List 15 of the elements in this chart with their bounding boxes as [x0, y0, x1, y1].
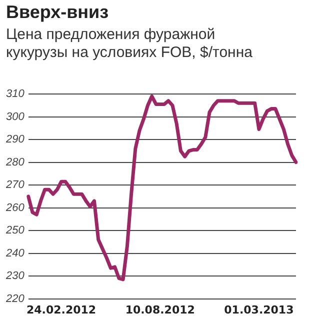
chart-subtitle: Цена предложения фуражной кукурузы на условиях FOB, $/тонна — [6, 26, 254, 62]
y-tick-label: 240 — [4, 247, 26, 260]
y-tick-label: 300 — [6, 110, 26, 123]
chart-title: Вверх-вниз — [6, 2, 109, 23]
y-tick-label: 280 — [4, 156, 26, 168]
x-tick-label: 01.03.2013 — [224, 303, 294, 316]
y-tick-label: 250 — [4, 224, 26, 237]
y-tick-label: 270 — [4, 179, 26, 192]
x-tick-label: 10.08.2012 — [125, 303, 195, 316]
y-tick-label: 260 — [4, 202, 26, 214]
y-tick-label: 290 — [4, 134, 26, 146]
y-tick-label: 220 — [4, 292, 26, 305]
y-tick-label: 230 — [4, 270, 26, 282]
x-tick-label: 24.02.2012 — [26, 303, 96, 316]
y-tick-label: 310 — [6, 88, 26, 100]
